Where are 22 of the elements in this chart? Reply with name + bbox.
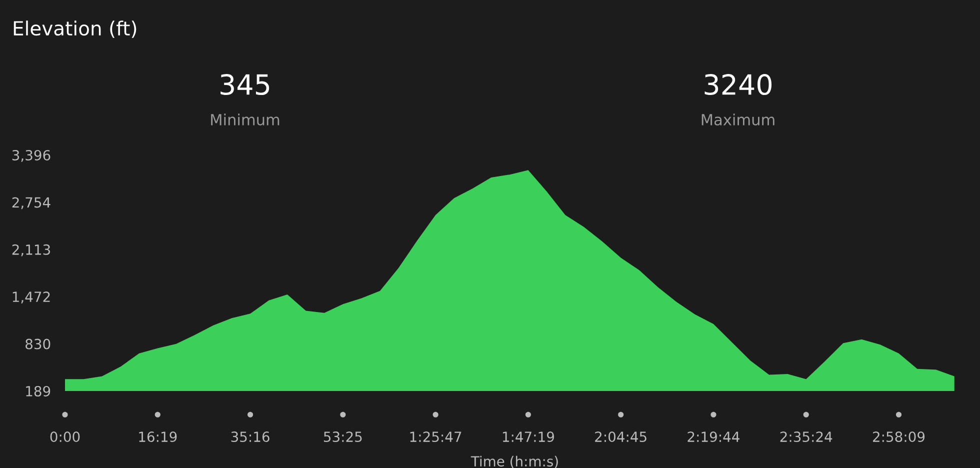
- y-tick-label: 2,113: [12, 244, 50, 256]
- x-tick-label: 2:58:09: [872, 432, 925, 442]
- y-tick-label: 2,754: [12, 197, 50, 210]
- y-tick-label: 1,472: [12, 292, 50, 304]
- x-tick-label: 2:19:44: [688, 432, 740, 442]
- y-tick-label: 3,396: [12, 150, 50, 162]
- chart-title: Elevation (ft): [14, 20, 136, 38]
- text: 3240: [704, 74, 772, 96]
- x-axis-title: Time (h:m:s): [470, 456, 558, 468]
- x-tick-label: 1:25:47: [410, 432, 462, 442]
- x-tick-label: 2:04:45: [595, 432, 646, 442]
- x-tick-label: 35:16: [231, 432, 270, 442]
- y-tick-label: 189: [26, 386, 50, 396]
- x-tick-label: 1:47:19: [502, 432, 554, 442]
- x-tick-label: 53:25: [324, 432, 362, 442]
- y-tick-label: 830: [26, 338, 50, 350]
- x-tick-label: 16:19: [139, 432, 177, 442]
- text: 345: [220, 74, 270, 96]
- text: Maximum: [702, 114, 774, 126]
- x-tick-label: 0:00: [50, 432, 80, 442]
- text: Minimum: [211, 114, 280, 126]
- x-tick-label: 2:35:24: [780, 432, 832, 442]
